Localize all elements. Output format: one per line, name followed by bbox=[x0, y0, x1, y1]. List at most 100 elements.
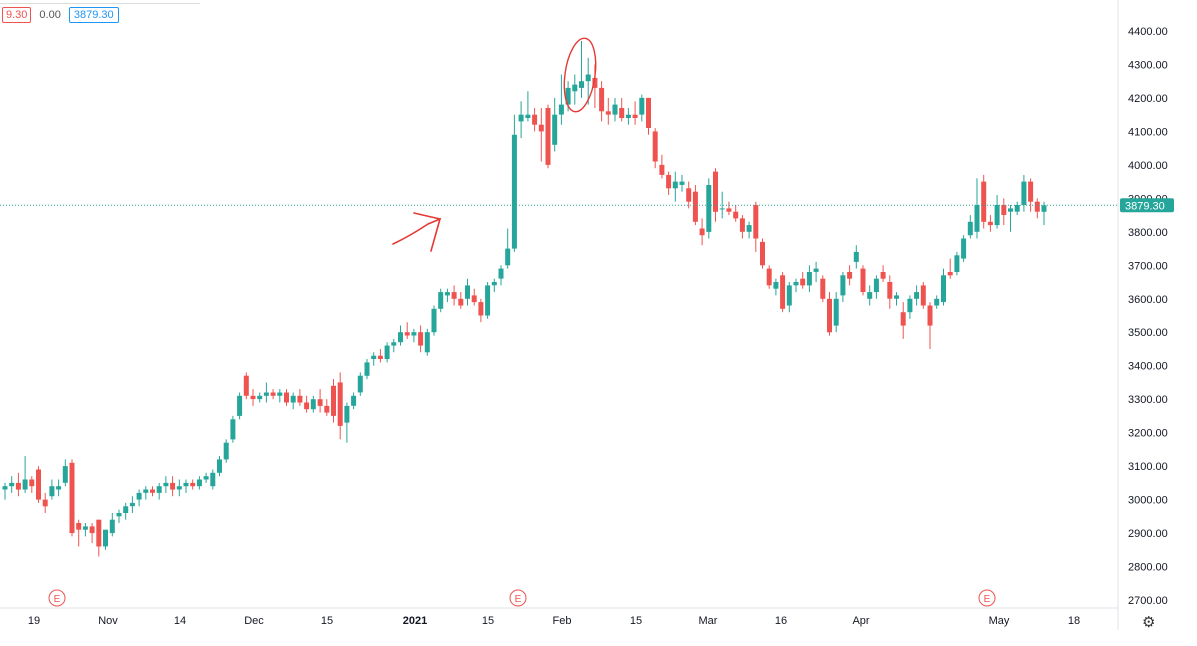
date-tick-label: May bbox=[989, 615, 1010, 627]
candle-body bbox=[511, 134, 517, 249]
candle-body bbox=[491, 282, 497, 286]
candle-body bbox=[190, 482, 196, 487]
candle-body bbox=[505, 248, 511, 266]
candle-body bbox=[351, 395, 357, 406]
date-tick-label: 14 bbox=[174, 615, 186, 627]
date-tick-label: 15 bbox=[321, 615, 333, 627]
candle-body bbox=[123, 506, 129, 513]
candle-body bbox=[592, 77, 598, 88]
date-tick-label: 2021 bbox=[403, 615, 427, 627]
date-tick-label: 19 bbox=[28, 615, 40, 627]
zero-value: 0.00 bbox=[39, 9, 61, 21]
candle-body bbox=[56, 486, 62, 490]
candle-body bbox=[270, 392, 276, 396]
candle-body bbox=[451, 292, 457, 299]
candle-body bbox=[176, 486, 182, 490]
candle-body bbox=[223, 442, 229, 460]
candle-body bbox=[947, 272, 953, 276]
candle-body bbox=[625, 114, 631, 118]
candle-body bbox=[585, 74, 591, 82]
candle-body bbox=[565, 87, 571, 105]
earnings-marker[interactable] bbox=[509, 589, 527, 607]
candle-body bbox=[76, 523, 82, 530]
candle-body bbox=[605, 111, 611, 115]
candle-body bbox=[485, 285, 491, 316]
candle-body bbox=[887, 282, 893, 299]
candle-body bbox=[907, 298, 913, 313]
candle-body bbox=[713, 171, 718, 212]
candle-body bbox=[9, 482, 15, 487]
candle-body bbox=[424, 332, 430, 353]
candle-body bbox=[806, 272, 812, 286]
settings-gear-icon[interactable]: ⚙ bbox=[1142, 614, 1156, 631]
candle-body bbox=[538, 124, 544, 132]
candle-body bbox=[377, 355, 383, 359]
candle-body bbox=[324, 405, 330, 413]
price-tick-label: 2800.00 bbox=[1128, 562, 1168, 574]
candle-body bbox=[853, 251, 859, 262]
change-badge: 9.30 bbox=[2, 7, 32, 23]
candle-body bbox=[203, 476, 209, 480]
price-tick-label: 3300.00 bbox=[1128, 394, 1168, 406]
candle-body bbox=[558, 104, 564, 115]
earnings-marker[interactable] bbox=[978, 589, 996, 607]
candle-body bbox=[284, 392, 289, 403]
earnings-marker-label: E bbox=[515, 594, 522, 605]
last-price-tag bbox=[1120, 198, 1174, 213]
price-tick-label: 4400.00 bbox=[1128, 26, 1168, 38]
candle-body bbox=[1008, 208, 1013, 212]
candle-body bbox=[22, 479, 28, 490]
candle-body bbox=[532, 114, 538, 125]
candle-body bbox=[431, 308, 437, 333]
candle-body bbox=[1041, 205, 1047, 212]
candle-body bbox=[196, 479, 202, 487]
price-tick-label: 3600.00 bbox=[1128, 294, 1168, 306]
candle-body bbox=[290, 395, 296, 403]
candle-body bbox=[337, 382, 343, 426]
candle-body bbox=[331, 385, 336, 416]
candle-body bbox=[793, 282, 799, 286]
candle-body bbox=[813, 268, 819, 272]
price-tick-label: 3400.00 bbox=[1128, 361, 1168, 373]
price-tick-label: 2700.00 bbox=[1128, 595, 1168, 607]
candle-body bbox=[914, 292, 920, 299]
date-tick-label: Nov bbox=[98, 615, 118, 627]
candle-body bbox=[934, 298, 940, 306]
candle-body bbox=[525, 114, 531, 118]
candle-body bbox=[217, 459, 222, 473]
candle-body bbox=[786, 285, 792, 306]
candle-body bbox=[2, 486, 8, 490]
candle-body bbox=[920, 285, 926, 306]
candle-body bbox=[579, 81, 584, 88]
date-tick-label: 18 bbox=[1068, 615, 1080, 627]
timeframe-bar[interactable] bbox=[0, 638, 1197, 646]
candle-body bbox=[833, 298, 839, 326]
candle-body bbox=[873, 278, 879, 293]
last-price-badge: 3879.30 bbox=[68, 7, 119, 23]
price-tick-label: 3500.00 bbox=[1128, 327, 1168, 339]
candle-body bbox=[156, 486, 162, 493]
candle-body bbox=[820, 278, 826, 299]
candle-body bbox=[800, 278, 806, 286]
candle-body bbox=[1014, 205, 1020, 212]
price-tick-label: 4300.00 bbox=[1128, 60, 1168, 72]
candle-body bbox=[672, 181, 678, 189]
candle-body bbox=[418, 332, 424, 346]
candle-body bbox=[545, 108, 551, 165]
candle-body bbox=[136, 492, 142, 500]
candle-body bbox=[961, 238, 967, 259]
price-tick-label: 3100.00 bbox=[1128, 461, 1168, 473]
candle-body bbox=[699, 228, 705, 236]
candle-body bbox=[257, 395, 263, 400]
candle-body bbox=[847, 272, 853, 279]
earnings-marker[interactable] bbox=[48, 589, 66, 607]
candle-body bbox=[766, 268, 772, 286]
candle-body bbox=[739, 218, 745, 232]
candle-body bbox=[183, 482, 189, 487]
candle-body bbox=[900, 312, 906, 326]
date-tick-label: 16 bbox=[775, 615, 787, 627]
candle-body bbox=[659, 164, 665, 175]
date-tick-label: Mar bbox=[699, 615, 718, 627]
